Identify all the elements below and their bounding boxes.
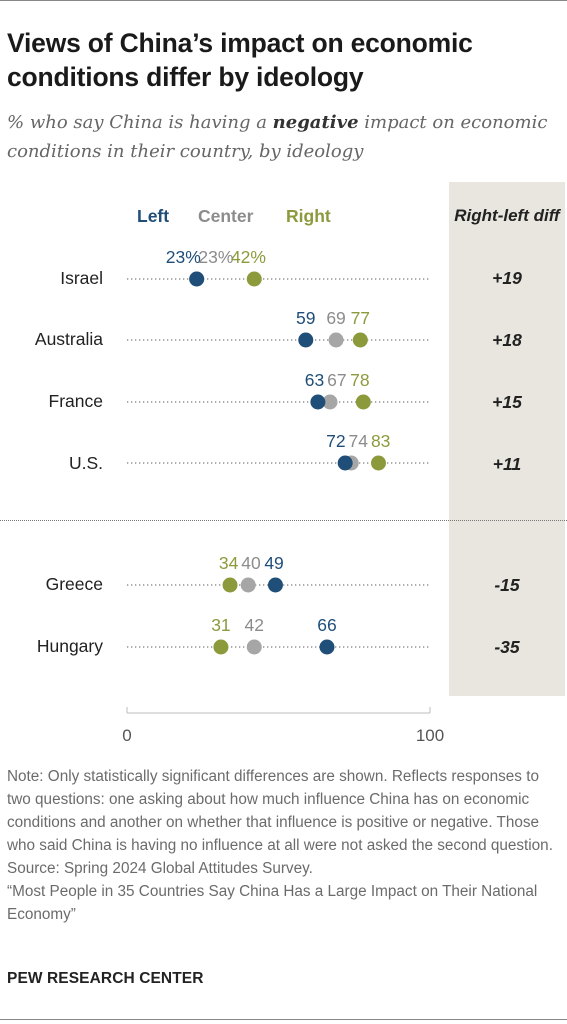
value-label-left-australia: 59 (296, 308, 315, 328)
country-label-france: France (48, 391, 103, 411)
footnote: Note: Only statistically significant dif… (7, 765, 562, 926)
value-label-center-france: 67 (327, 370, 346, 390)
legend-center: Center (198, 206, 254, 226)
dot-left-israel (189, 271, 205, 287)
bottom-rule (0, 1019, 567, 1020)
diff-value-israel: +19 (492, 268, 522, 288)
dot-left-france (310, 394, 326, 410)
value-label-center-australia: 69 (326, 308, 345, 328)
note-text: Note: Only statistically significant dif… (7, 768, 553, 854)
country-label-hungary: Hungary (36, 636, 103, 656)
value-label-center-israel: 23% (198, 247, 233, 267)
legend-left: Left (137, 206, 170, 226)
country-label-us: U.S. (68, 453, 103, 473)
dot-center-hungary (246, 639, 262, 655)
value-label-right-us: 83 (371, 431, 390, 451)
dot-right-greece (222, 577, 238, 593)
x-tick-label-0: 0 (122, 726, 131, 745)
dot-right-australia (352, 332, 368, 348)
value-label-right-france: 78 (350, 370, 369, 390)
dot-left-greece (267, 577, 283, 593)
dot-right-hungary (213, 639, 229, 655)
value-label-left-france: 63 (305, 370, 324, 390)
value-label-left-israel: 23% (166, 247, 201, 267)
dot-right-israel (246, 271, 262, 287)
diff-value-australia: +18 (492, 330, 522, 350)
legend-right: Right (286, 206, 331, 226)
diff-panel (449, 182, 565, 696)
subtitle-before: % who say China is having a (7, 112, 273, 133)
top-rule (0, 0, 567, 1)
country-label-israel: Israel (60, 268, 103, 288)
country-label-greece: Greece (45, 574, 103, 594)
x-tick-label-100: 100 (416, 726, 444, 745)
value-label-left-us: 72 (326, 431, 345, 451)
value-label-center-us: 74 (349, 431, 369, 451)
value-label-right-hungary: 31 (211, 615, 230, 635)
dot-center-france (322, 394, 338, 410)
pew-logo-text: PEW RESEARCH CENTER (7, 970, 204, 987)
value-label-right-greece: 34 (219, 553, 239, 573)
value-label-left-hungary: 66 (317, 615, 336, 635)
subtitle-after: impact on economic conditions in their c… (7, 112, 548, 162)
value-label-left-greece: 49 (264, 553, 283, 573)
chart-subtitle: % who say China is having a negative imp… (7, 108, 562, 166)
dot-left-hungary (319, 639, 335, 655)
diff-value-greece: -15 (494, 575, 520, 595)
dot-left-australia (298, 332, 314, 348)
source-text: Source: Spring 2024 Global Attitudes Sur… (7, 860, 313, 877)
value-label-right-israel: 42% (231, 247, 266, 267)
subtitle-emphasis: negative (272, 112, 359, 133)
dot-right-france (355, 394, 371, 410)
diff-column-header: Right-left diff (449, 205, 565, 227)
diff-value-hungary: -35 (494, 637, 520, 657)
diff-value-france: +15 (492, 392, 522, 412)
value-label-center-greece: 40 (241, 553, 261, 573)
report-title: “Most People in 35 Countries Say China H… (7, 883, 538, 923)
dot-center-australia (328, 332, 344, 348)
country-label-australia: Australia (34, 329, 103, 349)
dot-left-us (337, 455, 353, 471)
dot-right-us (370, 455, 386, 471)
value-label-right-australia: 77 (351, 308, 370, 328)
value-label-center-hungary: 42 (245, 615, 264, 635)
diff-header-text: Right-left diff (454, 206, 560, 225)
chart-title: Views of China’s impact on economic cond… (7, 28, 473, 92)
section-divider (0, 520, 567, 521)
dot-center-greece (240, 577, 256, 593)
diff-value-us: +11 (492, 454, 522, 474)
